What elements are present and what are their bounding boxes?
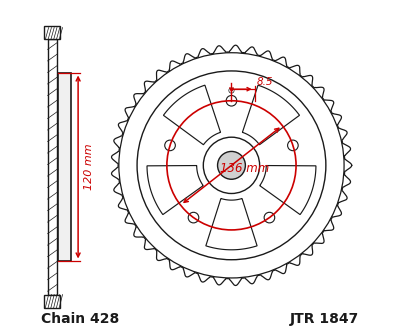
Polygon shape [112,45,352,286]
Circle shape [218,151,245,179]
Bar [48,39,57,295]
Bar [44,26,60,39]
Circle shape [165,140,175,151]
Circle shape [188,212,199,223]
Bar [44,295,60,308]
Polygon shape [164,85,220,145]
Polygon shape [147,166,203,214]
Circle shape [226,96,237,106]
Text: JTR 1847: JTR 1847 [290,312,359,326]
Text: Chain 428: Chain 428 [41,312,119,326]
Circle shape [288,140,298,151]
Text: 8.5: 8.5 [256,76,273,87]
Polygon shape [260,166,316,214]
Polygon shape [206,198,257,250]
Text: 120 mm: 120 mm [84,144,94,190]
Text: 136 mm: 136 mm [220,162,269,175]
Polygon shape [242,85,300,145]
Bar [58,72,71,262]
Circle shape [264,212,275,223]
